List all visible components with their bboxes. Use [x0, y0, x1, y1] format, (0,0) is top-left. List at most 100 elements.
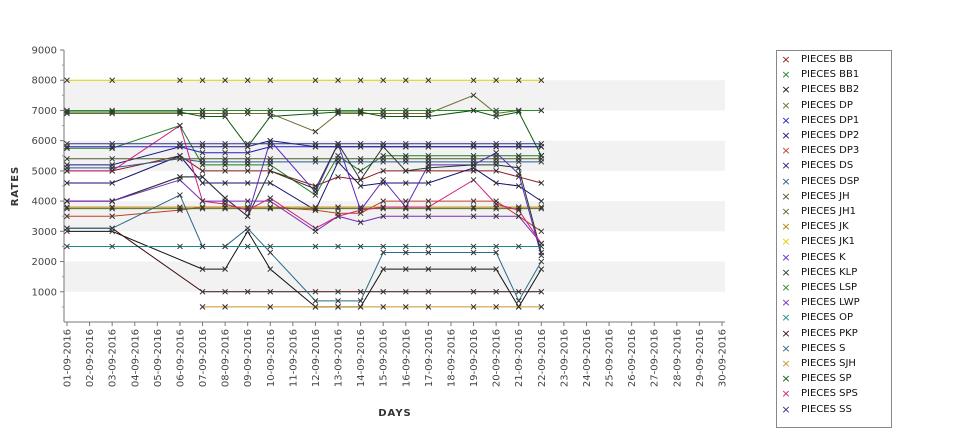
data-point — [312, 297, 319, 304]
x-tick-label: 14-09-2016 — [356, 329, 367, 387]
legend-item: × PIECES JH — [777, 189, 891, 204]
y-tick-label: 9000 — [32, 46, 57, 57]
data-point — [199, 174, 206, 180]
data-point — [515, 183, 522, 189]
data-point — [357, 140, 364, 147]
data-point — [493, 201, 499, 207]
data-point — [425, 266, 432, 272]
data-point — [402, 107, 409, 114]
data-point — [515, 109, 522, 115]
data-point — [357, 219, 364, 226]
legend-marker-icon: × — [781, 220, 791, 234]
legend-item: × PIECES KLP — [777, 265, 891, 280]
data-point — [244, 107, 251, 114]
data-point — [470, 249, 477, 256]
data-point — [493, 140, 499, 147]
data-point — [538, 249, 545, 256]
data-point — [199, 155, 206, 162]
legend-item: × PIECES BB1 — [777, 67, 891, 82]
data-point — [538, 304, 545, 310]
data-point — [357, 243, 364, 250]
data-point — [493, 180, 499, 186]
data-point — [222, 77, 228, 84]
y-tick-label: 1000 — [32, 287, 57, 298]
data-point — [267, 288, 274, 295]
series-layer — [64, 77, 545, 310]
legend-marker-icon: × — [781, 113, 791, 127]
data-point — [357, 177, 364, 183]
y-tick-labels: 1000 2000 3000 4000 5000 6000 7000 8000 9000 — [32, 46, 64, 308]
data-point — [244, 207, 251, 214]
data-point — [470, 155, 477, 162]
legend-item: × PIECES DP2 — [777, 128, 891, 143]
data-point — [402, 77, 409, 84]
data-point — [380, 249, 387, 256]
data-point — [244, 168, 251, 174]
data-point — [335, 204, 341, 211]
data-point — [357, 288, 364, 295]
data-point — [493, 77, 499, 84]
legend-label: PIECES DSP — [801, 175, 860, 187]
x-tick-label: 26-09-2016 — [627, 329, 638, 387]
data-point — [267, 155, 274, 162]
data-point — [515, 165, 522, 171]
data-point — [109, 140, 116, 147]
data-point — [267, 249, 274, 256]
data-point — [538, 107, 545, 114]
legend-label: PIECES PKP — [801, 327, 858, 339]
data-point — [64, 198, 70, 204]
data-point — [267, 266, 274, 272]
data-point — [402, 113, 409, 120]
x-tick-label: 15-09-2016 — [379, 329, 390, 387]
data-point — [538, 266, 545, 272]
data-point — [470, 177, 477, 183]
data-point — [312, 304, 319, 310]
data-point — [357, 297, 364, 304]
legend-marker-icon: × — [781, 311, 791, 325]
data-point — [380, 155, 387, 162]
legend-marker-icon: × — [781, 326, 791, 340]
data-point — [222, 168, 228, 174]
legend-marker-icon: × — [781, 387, 791, 401]
data-point — [402, 213, 409, 220]
legend-item: × PIECES BB2 — [777, 82, 891, 97]
data-point — [402, 249, 409, 256]
legend-item: × PIECES OP — [777, 310, 891, 325]
y-tick-label: 2000 — [32, 257, 57, 268]
data-point — [222, 113, 228, 120]
data-point — [64, 213, 70, 220]
data-point — [222, 140, 228, 147]
x-tick-label: 09-09-2016 — [243, 329, 254, 387]
x-tick-label: 13-09-2016 — [334, 329, 345, 387]
data-point — [515, 140, 522, 147]
legend-label: PIECES DP2 — [801, 130, 860, 141]
data-point — [109, 109, 116, 115]
data-point — [177, 204, 183, 211]
data-point — [515, 288, 522, 295]
x-tick-label: 03-09-2016 — [108, 329, 119, 387]
y-axis-title: RATES — [10, 166, 21, 207]
x-tick-label: 01-09-2016 — [63, 329, 74, 387]
data-point — [335, 288, 341, 295]
data-point — [470, 204, 477, 211]
series-pieces-jh — [64, 155, 545, 162]
data-point — [538, 198, 545, 204]
data-point — [402, 266, 409, 272]
data-point — [64, 225, 70, 232]
data-point — [109, 243, 116, 250]
legend-item: × PIECES DSP — [777, 174, 891, 189]
data-point — [380, 77, 387, 84]
data-point — [222, 243, 228, 250]
legend-item: × PIECES DP3 — [777, 143, 891, 158]
data-point — [538, 228, 545, 235]
data-point — [493, 213, 499, 220]
data-point — [380, 304, 387, 310]
data-point — [222, 266, 228, 272]
data-point — [402, 304, 409, 310]
data-point — [470, 198, 477, 204]
x-tick-label: 06-09-2016 — [175, 329, 186, 387]
x-tick-label: 17-09-2016 — [424, 329, 435, 387]
legend-label: PIECES DP1 — [801, 114, 860, 126]
x-tick-label: 12-09-2016 — [311, 329, 322, 387]
data-point — [470, 304, 477, 310]
